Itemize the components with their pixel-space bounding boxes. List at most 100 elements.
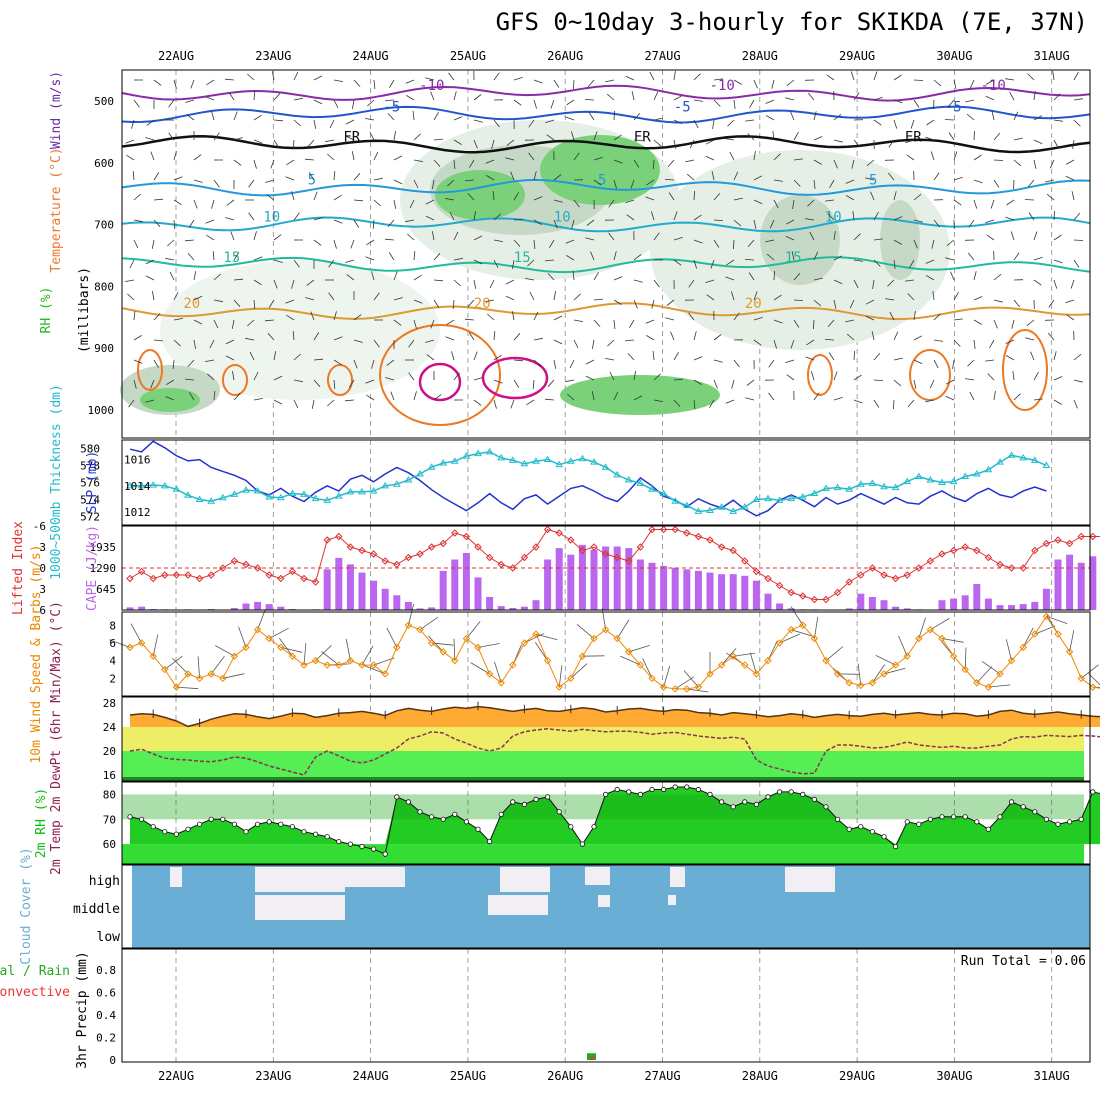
wind-barb: [1033, 398, 1043, 401]
wind-barb: [353, 339, 363, 343]
wind-barb: [593, 319, 601, 327]
thickness-marker: [949, 477, 958, 485]
wind-barb: [813, 277, 823, 281]
wind-barb: [653, 139, 662, 147]
li-marker: [520, 553, 529, 562]
wind-barb: [593, 179, 602, 186]
wind-barb: [933, 172, 940, 181]
wind-barb: [413, 319, 417, 329]
wind-barb: [145, 275, 155, 281]
li-marker: [369, 550, 378, 558]
thickness-marker: [369, 487, 378, 494]
rh-marker: [591, 824, 597, 830]
wind-barb: [405, 79, 415, 84]
wind-barb: [425, 339, 435, 343]
cape-bar: [358, 572, 366, 610]
wind-barb: [529, 291, 535, 301]
wind-barb: [733, 312, 740, 321]
surface-wind-barb: [570, 663, 588, 679]
wind-barb: [513, 77, 523, 81]
wind-barb: [213, 390, 216, 401]
wind10-marker: [1007, 656, 1016, 665]
p1-ytick-574: 574: [80, 494, 100, 507]
wind-barb: [493, 259, 499, 269]
rh-marker: [486, 838, 493, 845]
li-marker: [358, 546, 366, 555]
thickness-marker: [404, 475, 413, 483]
wind-barb: [333, 219, 343, 224]
wind-barb: [807, 199, 815, 207]
rh-marker: [927, 816, 934, 822]
wind-barb: [505, 279, 515, 285]
cape-bar: [138, 606, 146, 610]
wind10-marker: [891, 661, 900, 669]
wind-barb: [933, 79, 942, 87]
wind-barb: [993, 391, 996, 401]
wind-barb: [433, 159, 441, 167]
wind-barb: [633, 139, 644, 141]
wind10-marker: [485, 670, 494, 678]
wind-barb: [688, 312, 695, 321]
wind-barb: [1027, 179, 1035, 188]
thickness-marker: [775, 496, 784, 503]
thickness-marker: [624, 475, 633, 483]
top-day-label: 30AUG: [936, 49, 972, 63]
wind-barb: [433, 138, 444, 141]
wind-barb: [969, 391, 975, 401]
cape-bar: [1089, 556, 1097, 610]
cape-bar: [938, 600, 946, 610]
wind-barb: [930, 151, 935, 161]
wind-barb: [987, 373, 995, 381]
isotherm-label-6-1: 20: [474, 296, 491, 312]
wind-barb: [453, 159, 456, 170]
wind-barb: [313, 332, 320, 341]
surface-wind-barb: [875, 655, 896, 666]
cape-bar: [660, 566, 668, 610]
wind-barb: [304, 158, 315, 161]
wind-barb: [913, 239, 918, 249]
wind10-marker: [427, 639, 436, 647]
surface-wind-barb: [558, 665, 563, 688]
p1-y2tick-1016: 1016: [124, 454, 151, 467]
li-marker: [230, 557, 239, 565]
wind-barb: [153, 313, 161, 321]
cape-bar: [613, 546, 621, 610]
wind-barb: [833, 279, 843, 285]
wind-barb: [585, 375, 595, 381]
p3-ytick-4: 4: [109, 655, 116, 668]
wind-barb: [390, 391, 395, 401]
wind-barb: [653, 373, 661, 381]
panel-frame-4: [121, 696, 1091, 782]
wind-barb: [573, 339, 579, 349]
wind-barb: [613, 276, 623, 281]
wind-barb: [913, 99, 920, 108]
wind-barb: [547, 273, 555, 281]
li-marker: [219, 564, 227, 572]
wind-barb: [413, 133, 421, 141]
cape-bar: [868, 597, 876, 610]
wind-barb: [731, 379, 735, 389]
surface-wind-barb: [872, 664, 886, 683]
wind10-line: [129, 615, 1100, 690]
li-marker: [1065, 539, 1074, 548]
surface-wind-barbs: [109, 603, 1100, 693]
wind-barb: [193, 339, 196, 349]
wind-barb: [1073, 212, 1081, 221]
thickness-marker: [903, 477, 912, 485]
wind-barb: [327, 153, 335, 161]
thickness-marker: [300, 490, 308, 497]
wind-barb: [253, 159, 257, 169]
wind-barb: [725, 399, 735, 404]
wind10-marker: [1054, 630, 1062, 638]
wind-barb: [809, 231, 815, 241]
wind-barb: [510, 171, 515, 181]
surface-wind-barb: [1046, 616, 1068, 624]
surface-wind-barb: [857, 663, 862, 686]
li-marker: [915, 564, 923, 572]
surface-wind-barb: [930, 618, 950, 631]
thickness-marker: [810, 489, 819, 497]
wind-barb: [371, 359, 375, 369]
wind-barb: [230, 231, 235, 241]
wind-barb: [925, 259, 935, 264]
wind-barb: [367, 99, 375, 107]
